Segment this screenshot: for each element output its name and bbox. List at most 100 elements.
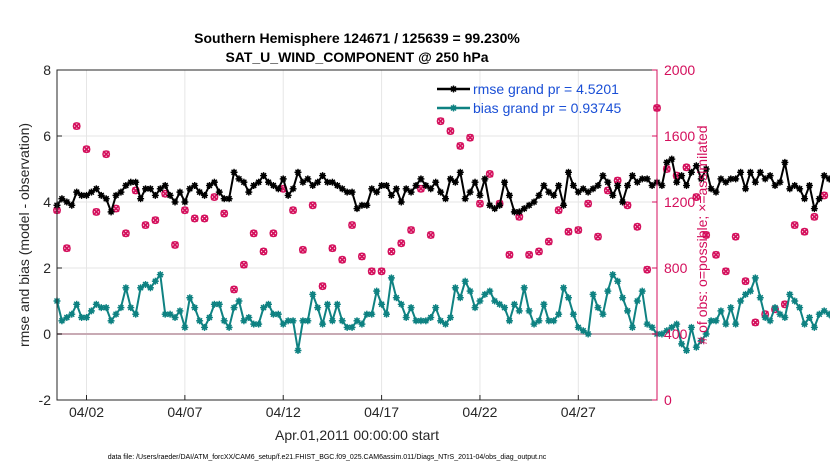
bias-point xyxy=(756,294,764,302)
obs-assimilated-marker xyxy=(732,233,740,241)
bias-point xyxy=(122,284,130,292)
rmse-point-arm xyxy=(363,202,370,209)
rmse-point-arm xyxy=(181,199,188,205)
obs-possible-marker xyxy=(554,206,563,215)
rmse-point xyxy=(766,172,774,180)
bias-point-arm xyxy=(491,298,498,304)
rmse-point-arm xyxy=(216,189,223,196)
obs-count-point xyxy=(397,239,406,248)
bias-point xyxy=(166,310,174,318)
bias-point xyxy=(294,347,302,354)
obs-count-point xyxy=(564,227,573,236)
obs-assimilated-marker xyxy=(387,247,396,256)
obs-assimilated-marker xyxy=(397,239,405,247)
rmse-point-arm xyxy=(506,192,513,199)
legend-rmse-marker-star-arm xyxy=(450,86,457,92)
obs-possible-marker xyxy=(308,201,317,210)
rmse-point xyxy=(623,182,631,189)
bias-point xyxy=(815,310,823,318)
x-tick-label: 04/12 xyxy=(266,404,301,420)
bias-point-arm xyxy=(560,284,567,291)
rmse-point-arm xyxy=(683,182,690,189)
bias-point xyxy=(673,320,681,328)
bias-point-arm xyxy=(668,324,675,331)
obs-possible-marker xyxy=(712,250,720,259)
rmse-point-arm xyxy=(708,185,715,192)
bias-point-arm xyxy=(275,311,282,318)
rmse-point xyxy=(97,191,105,199)
bias-point-arm xyxy=(413,317,420,324)
rmse-point xyxy=(323,178,331,186)
rmse-point xyxy=(284,191,292,199)
bias-point-arm xyxy=(535,317,542,324)
rmse-point xyxy=(73,188,81,196)
rmse-point xyxy=(737,168,745,176)
obs-possible-marker xyxy=(151,216,160,225)
rmse-point-arm xyxy=(590,185,597,192)
rmse-point xyxy=(156,185,164,193)
obs-possible-marker xyxy=(633,222,642,231)
rmse-point-arm xyxy=(462,195,469,202)
bias-point-arm xyxy=(673,321,680,328)
bias-point xyxy=(564,294,572,302)
rmse-point-arm xyxy=(309,182,316,189)
obs-count-point xyxy=(180,206,189,215)
bias-point-arm xyxy=(294,347,301,354)
rmse-point-arm xyxy=(772,182,779,189)
bias-point xyxy=(648,323,656,331)
bias-point-arm xyxy=(172,314,179,321)
bias-point xyxy=(186,294,194,302)
bias-point-arm xyxy=(722,321,729,328)
bias-point xyxy=(240,317,248,325)
rmse-point xyxy=(614,182,622,189)
rmse-point-arm xyxy=(698,175,705,182)
rmse-point-arm xyxy=(162,182,169,189)
bias-point-arm xyxy=(516,307,523,314)
bias-point xyxy=(319,320,327,328)
obs-count-point xyxy=(72,122,81,131)
bias-point-arm xyxy=(614,278,621,285)
bias-point xyxy=(751,274,759,282)
bias-point-arm xyxy=(703,331,710,337)
rmse-point xyxy=(491,205,499,213)
obs-possible-marker xyxy=(525,250,534,259)
obs-assimilated-marker xyxy=(230,285,238,294)
bias-point xyxy=(550,317,558,325)
obs-count-point xyxy=(141,221,150,230)
bias-point-arm xyxy=(329,317,336,324)
obs-count-point xyxy=(190,214,199,223)
bias-point-arm xyxy=(644,321,651,328)
rmse-point-arm xyxy=(550,192,557,199)
rmse-point-arm xyxy=(526,202,533,209)
obs-count-point xyxy=(62,244,71,253)
bias-point xyxy=(515,307,523,315)
obs-count-point xyxy=(731,232,740,241)
bias-point xyxy=(127,304,135,312)
bias-point-arm xyxy=(717,307,724,314)
rmse-point xyxy=(353,205,361,213)
obs-count-point xyxy=(92,207,101,216)
rmse-point xyxy=(363,201,371,209)
bias-point-arm xyxy=(599,311,606,318)
obs-possible-marker xyxy=(407,226,416,235)
bias-point-arm xyxy=(334,301,341,308)
rmse-point-arm xyxy=(132,179,139,186)
bias-point-arm xyxy=(373,288,380,295)
bias-point xyxy=(63,314,71,321)
bias-point xyxy=(304,317,312,325)
obs-possible-marker xyxy=(741,277,750,286)
rmse-point xyxy=(825,175,830,183)
rmse-point-arm xyxy=(191,182,198,189)
rmse-point-arm xyxy=(767,172,774,179)
rmse-point-arm xyxy=(717,175,724,182)
rmse-point-arm xyxy=(486,202,493,209)
bias-point-arm xyxy=(531,321,538,328)
rmse-point xyxy=(383,182,391,189)
rmse-point xyxy=(683,182,691,189)
rmse-point-arm xyxy=(393,185,400,192)
rmse-point xyxy=(446,175,454,183)
rmse-point-arm xyxy=(673,179,680,186)
bias-point xyxy=(146,284,154,292)
rmse-point xyxy=(732,175,740,183)
obs-count-point xyxy=(259,247,268,256)
